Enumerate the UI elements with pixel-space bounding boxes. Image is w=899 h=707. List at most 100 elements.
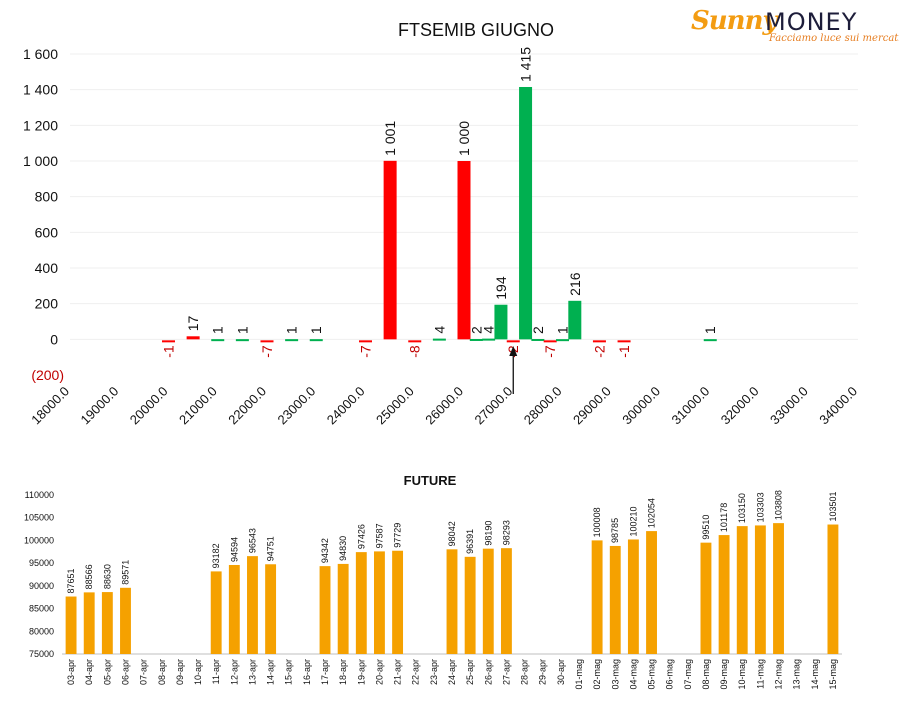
- x-tick-label: 07-mag: [683, 659, 693, 690]
- x-tick-label: 09-apr: [175, 659, 185, 685]
- bar: [359, 340, 372, 343]
- y-tick-label: 90000: [29, 581, 54, 591]
- y-tick-label: 1 000: [23, 153, 58, 169]
- chart-title: FUTURE: [404, 473, 457, 488]
- x-tick-label: 15-mag: [828, 659, 838, 690]
- x-tick-label: 05-apr: [102, 659, 112, 685]
- bar: [591, 540, 603, 654]
- x-tick-label: 05-mag: [647, 659, 657, 690]
- bar: [773, 523, 784, 654]
- data-label: -7: [358, 345, 374, 358]
- bar: [285, 339, 299, 342]
- x-tick-label: 34000.0: [816, 384, 860, 428]
- bar: [319, 566, 331, 654]
- data-label: 98785: [610, 518, 620, 543]
- bar: [646, 531, 657, 654]
- x-tick-label: 20-apr: [374, 659, 384, 685]
- data-label: 98190: [483, 521, 493, 546]
- x-tick-label: 01-mag: [574, 659, 584, 690]
- x-tick-label: 18-apr: [338, 659, 348, 685]
- data-label: 103501: [828, 491, 838, 521]
- marker-arrow-head: [509, 346, 518, 356]
- x-tick-label: 20000.0: [127, 384, 171, 428]
- brand-logo: Sunny MONEY Facciamo luce sui mercati: [687, 6, 899, 46]
- bar: [736, 526, 748, 654]
- x-tick-label: 04-apr: [84, 659, 94, 685]
- x-tick-label: 15-apr: [284, 659, 294, 685]
- x-tick-label: 31000.0: [669, 384, 713, 428]
- x-tick-label: 04-mag: [628, 659, 638, 690]
- x-tick-label: 14-apr: [266, 659, 276, 685]
- bar: [754, 525, 766, 654]
- bar: [609, 545, 621, 654]
- brand-name-money: MONEY: [765, 8, 858, 36]
- x-tick-label: 18000.0: [28, 384, 72, 428]
- x-tick-label: 23000.0: [275, 384, 319, 428]
- y-tick-label: 75000: [29, 649, 54, 659]
- data-label: 216: [567, 272, 583, 296]
- bar: [531, 338, 545, 341]
- x-tick-label: 17-apr: [320, 659, 330, 685]
- y-tick-label: 800: [35, 189, 59, 205]
- data-label: 93182: [211, 543, 221, 568]
- x-tick-label: 25-apr: [465, 659, 475, 685]
- data-label: 4: [431, 326, 447, 334]
- y-tick-label: 80000: [29, 626, 54, 636]
- x-tick-label: 13-apr: [247, 659, 257, 685]
- x-tick-label: 11-mag: [755, 659, 765, 689]
- x-tick-label: 25000.0: [373, 384, 417, 428]
- data-label: 1 001: [382, 121, 398, 156]
- data-label: 103150: [737, 493, 747, 523]
- data-label: 88566: [84, 564, 94, 589]
- x-tick-label: 14-mag: [810, 659, 820, 690]
- bar: [260, 340, 274, 343]
- x-tick-label: 30000.0: [619, 384, 663, 428]
- data-label: 89571: [120, 560, 130, 585]
- bar: [432, 338, 446, 341]
- bar: [101, 592, 113, 654]
- x-tick-label: 24000.0: [324, 384, 368, 428]
- y-tick-label: 1 200: [23, 117, 58, 133]
- x-tick-label: 29000.0: [570, 384, 614, 428]
- x-tick-label: 12-mag: [774, 659, 784, 690]
- bar: [500, 548, 512, 654]
- data-label: 97587: [374, 523, 384, 548]
- x-tick-label: 11-apr: [211, 659, 221, 684]
- y-tick-label: 105000: [24, 513, 54, 523]
- x-tick-label: 21000.0: [176, 384, 220, 428]
- x-tick-label: 09-mag: [719, 659, 729, 690]
- x-tick-label: 10-apr: [193, 659, 203, 685]
- data-label: 1: [702, 326, 718, 334]
- y-tick-label: 1 600: [23, 46, 58, 62]
- x-tick-label: 22000.0: [225, 384, 269, 428]
- data-label: 94751: [266, 536, 276, 561]
- data-label: -8: [407, 345, 423, 358]
- bar: [543, 340, 557, 343]
- bar: [627, 539, 639, 654]
- bar: [494, 304, 508, 340]
- x-tick-label: 29-apr: [538, 659, 548, 685]
- data-label: 17: [185, 316, 201, 332]
- bar: [162, 340, 175, 343]
- x-tick-label: 19-apr: [356, 659, 366, 685]
- future-chart: FUTURE 75000 80000 85000 90000 95000 100000 105…: [24, 473, 842, 690]
- data-label: 194: [493, 276, 509, 300]
- bar: [506, 340, 520, 343]
- bar: [482, 548, 494, 654]
- data-label: 2: [468, 326, 484, 334]
- data-label: 94830: [338, 536, 348, 561]
- bar: [211, 339, 225, 342]
- y-tick-label: 0: [50, 331, 58, 347]
- y-tick-label: (200): [31, 367, 64, 383]
- bar: [210, 571, 222, 654]
- data-label: 96543: [247, 528, 257, 553]
- data-label: -2: [591, 345, 607, 358]
- x-tick-label: 19000.0: [78, 384, 122, 428]
- y-tick-label: 100000: [24, 535, 54, 545]
- data-label: 94594: [229, 537, 239, 562]
- x-tick-label: 26000.0: [422, 384, 466, 428]
- x-tick-label: 28000.0: [521, 384, 565, 428]
- x-tick-label: 28-apr: [520, 659, 530, 685]
- bar: [568, 300, 582, 340]
- bar: [408, 340, 422, 343]
